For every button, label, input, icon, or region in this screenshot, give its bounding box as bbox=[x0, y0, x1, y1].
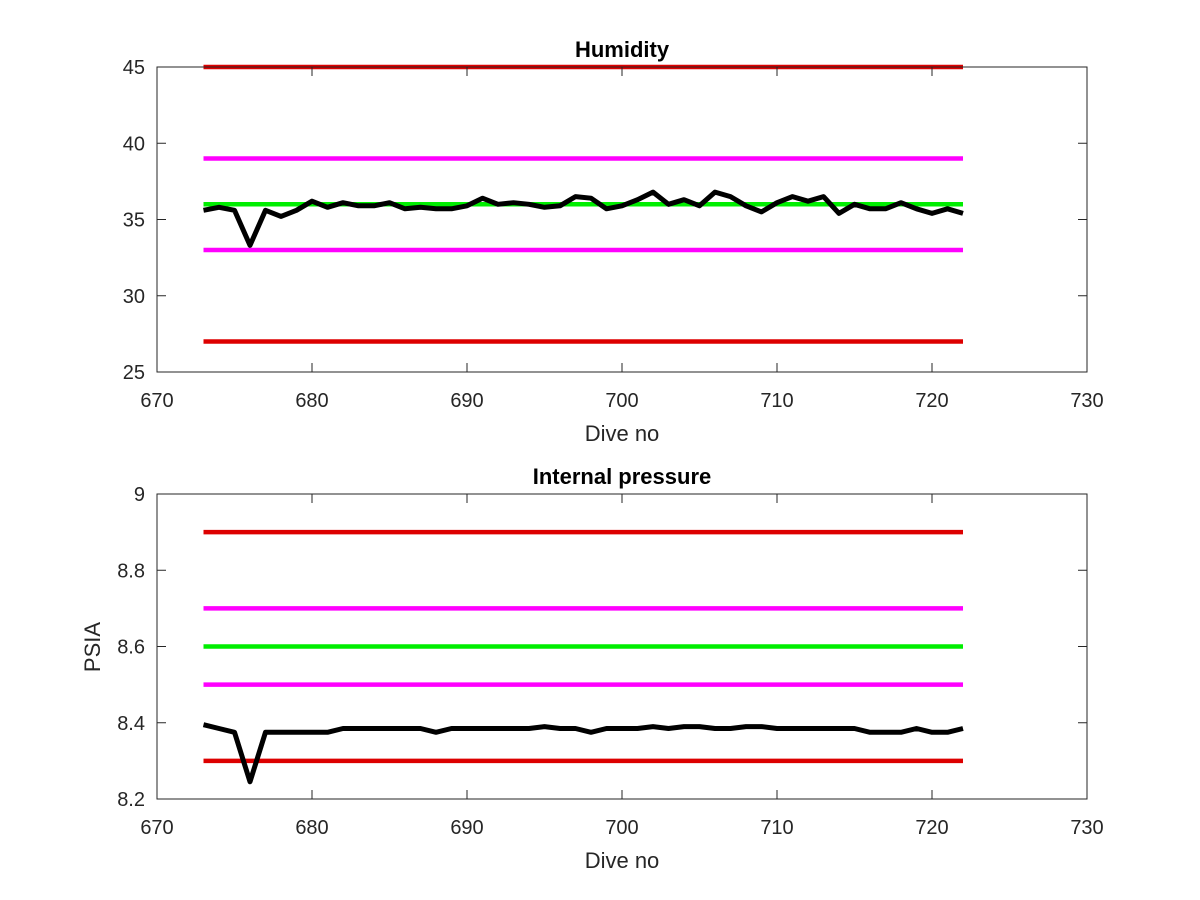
y-tick-label: 8.8 bbox=[117, 560, 145, 582]
plot-background bbox=[157, 67, 1087, 372]
y-tick-label: 25 bbox=[123, 362, 145, 384]
y-tick-label: 45 bbox=[123, 57, 145, 79]
x-tick-label: 690 bbox=[450, 817, 483, 839]
x-tick-label: 680 bbox=[295, 817, 328, 839]
data-series-line bbox=[202, 722, 964, 785]
x-tick-label: 670 bbox=[140, 390, 173, 412]
chart-title: Internal pressure bbox=[533, 464, 712, 489]
x-tick-label: 710 bbox=[760, 817, 793, 839]
chart-title: Humidity bbox=[575, 37, 670, 62]
y-tick-label: 8.6 bbox=[117, 637, 145, 659]
x-tick-label: 670 bbox=[140, 817, 173, 839]
y-ticks: 25 30 35 40 45 bbox=[123, 57, 1087, 384]
x-axis-label: Dive no bbox=[585, 848, 660, 873]
y-tick-label: 8.2 bbox=[117, 789, 145, 811]
x-tick-label: 730 bbox=[1070, 817, 1103, 839]
y-tick-label: 35 bbox=[123, 210, 145, 232]
data-series-line bbox=[203, 189, 964, 248]
x-tick-label: 690 bbox=[450, 390, 483, 412]
series-layer bbox=[202, 529, 964, 785]
y-ticks: 8.2 8.4 8.6 8.8 9 bbox=[117, 484, 1087, 811]
x-tick-label: 700 bbox=[605, 390, 638, 412]
x-tick-label: 680 bbox=[295, 390, 328, 412]
x-tick-label: 700 bbox=[605, 817, 638, 839]
y-axis-label: PSIA bbox=[80, 622, 105, 672]
x-axis-label: Dive no bbox=[585, 421, 660, 446]
x-tick-label: 730 bbox=[1070, 390, 1103, 412]
y-tick-label: 30 bbox=[123, 286, 145, 308]
x-tick-label: 710 bbox=[760, 390, 793, 412]
y-tick-label: 40 bbox=[123, 133, 145, 155]
x-tick-label: 720 bbox=[915, 817, 948, 839]
y-tick-label: 8.4 bbox=[117, 713, 145, 735]
subplot-internal-pressure: 670 680 690 700 710 720 730 8.2 8.4 8.6 8.8 9 Inte… bbox=[80, 464, 1104, 873]
y-tick-label: 9 bbox=[134, 484, 145, 506]
x-ticks: 670 680 690 700 710 720 730 bbox=[140, 494, 1104, 839]
subplot-humidity: 670 680 690 700 710 720 730 25 30 35 40 45 Humidit… bbox=[123, 37, 1104, 446]
x-ticks: 670 680 690 700 710 720 730 bbox=[140, 67, 1104, 412]
x-tick-label: 720 bbox=[915, 390, 948, 412]
